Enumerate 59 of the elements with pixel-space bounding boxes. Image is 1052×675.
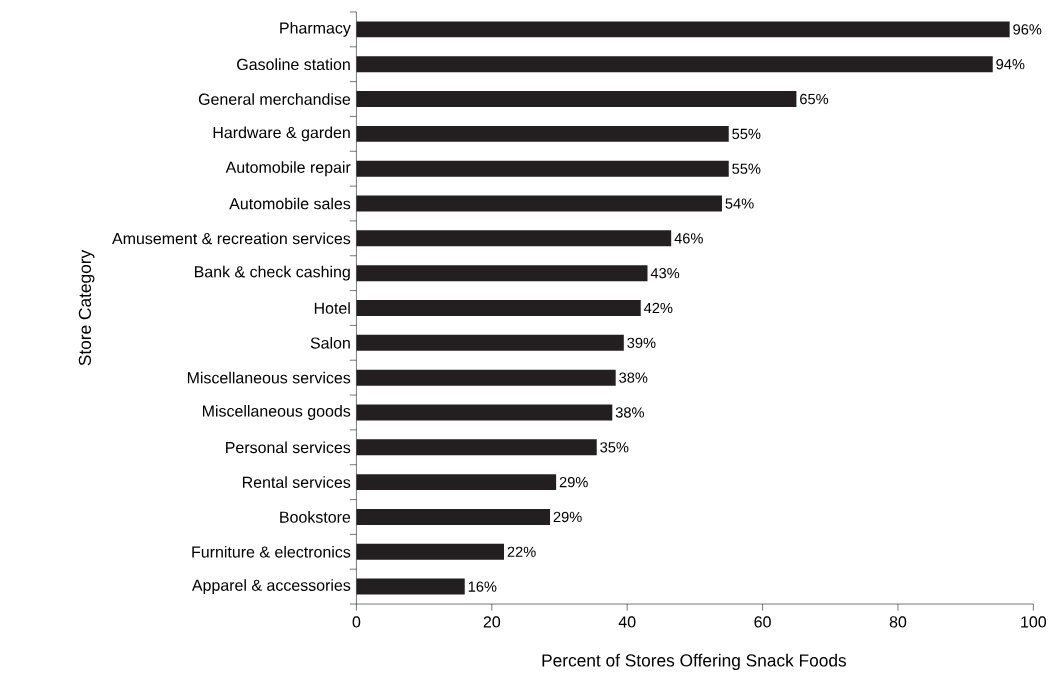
data-label: 46%	[674, 233, 703, 244]
y-tick-label: Miscellaneous services	[187, 371, 351, 384]
bar	[356, 21, 1010, 38]
x-tick-label: 0	[352, 616, 361, 628]
y-tick-label: Bank & check cashing	[194, 265, 350, 281]
y-tick-label: Hardware & garden	[213, 126, 350, 142]
y-tick-label: Amusement & recreation services	[112, 232, 351, 245]
y-tick-label: Salon	[310, 336, 350, 349]
data-label: 29%	[559, 476, 588, 488]
data-label: 55%	[732, 163, 761, 174]
y-tick-label: Gasoline station	[237, 58, 350, 70]
bar	[356, 125, 729, 142]
data-label: 29%	[553, 511, 582, 522]
bar	[356, 404, 613, 421]
y-tick-label: Miscellaneous goods	[202, 404, 351, 420]
bar	[356, 160, 729, 177]
y-tick-label: General merchandise	[198, 93, 351, 105]
y-tick-label: Hotel	[314, 301, 350, 314]
y-tick-label: Automobile repair	[225, 161, 351, 176]
y-tick-label: Personal services	[226, 441, 351, 453]
x-tick-label: 40	[618, 616, 636, 628]
bar	[356, 369, 616, 386]
bar	[356, 56, 993, 73]
data-label: 65%	[800, 93, 829, 105]
bar	[356, 508, 551, 525]
data-label: 38%	[619, 372, 648, 383]
bar	[356, 439, 597, 456]
y-tick-label: Furniture & electronics	[192, 545, 351, 558]
bar	[356, 334, 624, 351]
data-label: 43%	[650, 267, 680, 279]
data-label: 38%	[615, 407, 644, 418]
x-tick-label: 100	[1021, 616, 1047, 628]
data-label: 35%	[600, 441, 629, 453]
data-label: 96%	[1013, 24, 1042, 35]
x-tick-label: 20	[483, 616, 501, 628]
y-tick-label: Pharmacy	[280, 21, 351, 37]
x-axis-title: Percent of Stores Offering Snack Foods	[542, 653, 847, 670]
y-tick-label: Rental services	[242, 476, 351, 488]
data-label: 42%	[644, 302, 673, 313]
x-tick-label: 80	[889, 616, 907, 628]
y-axis-title: Store Category	[78, 249, 95, 366]
bar	[356, 195, 722, 212]
bar	[356, 543, 504, 560]
data-label: 39%	[627, 337, 656, 348]
bar	[356, 578, 465, 595]
data-label: 94%	[996, 58, 1025, 70]
y-tick-label: Bookstore	[280, 510, 351, 523]
data-label: 22%	[507, 546, 536, 557]
data-label: 54%	[725, 198, 754, 209]
x-tick-label: 60	[754, 616, 771, 628]
bar	[356, 230, 672, 247]
bar	[356, 90, 797, 107]
data-label: 55%	[732, 128, 761, 139]
y-tick-label: Automobile sales	[229, 197, 351, 210]
y-tick-label: Apparel & accessories	[191, 579, 351, 594]
bar	[356, 473, 557, 490]
bar	[356, 299, 641, 316]
data-label: 16%	[468, 581, 497, 592]
bar	[356, 265, 648, 281]
